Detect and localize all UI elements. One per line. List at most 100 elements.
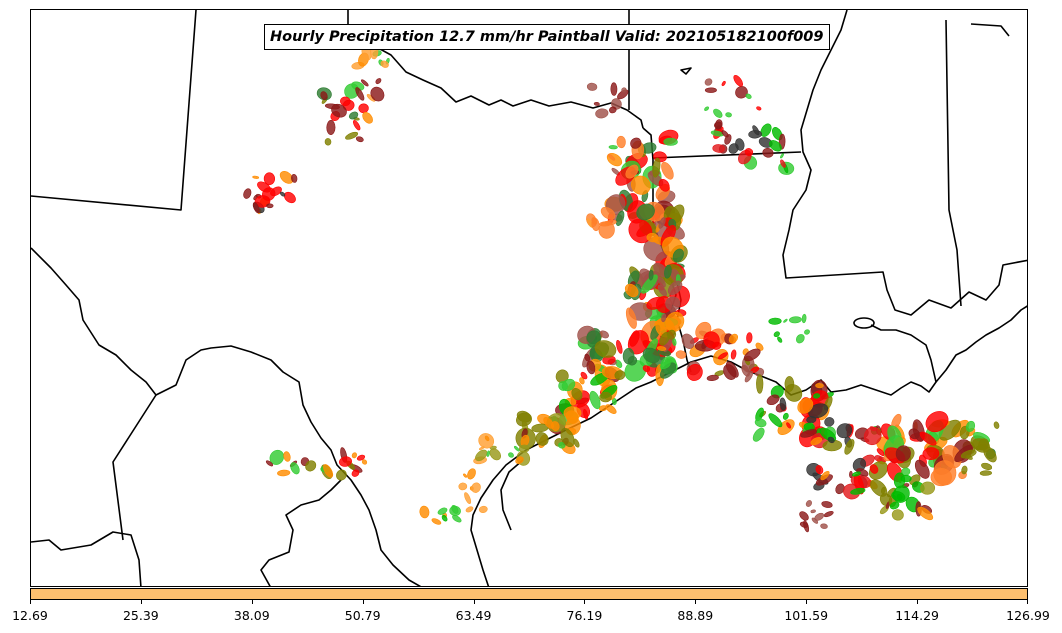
paintball bbox=[513, 445, 520, 452]
paintball bbox=[889, 501, 900, 510]
paintball bbox=[752, 125, 760, 136]
paintball bbox=[797, 398, 814, 414]
paintball bbox=[773, 331, 780, 338]
paintball bbox=[917, 506, 934, 521]
paintball bbox=[291, 174, 298, 183]
paintball bbox=[895, 445, 911, 462]
paintball bbox=[617, 89, 629, 100]
paintball bbox=[277, 469, 291, 477]
barrier-island bbox=[500, 459, 524, 531]
paintball bbox=[803, 520, 810, 533]
paintball bbox=[704, 78, 713, 86]
paintball bbox=[657, 284, 667, 297]
paintball bbox=[262, 187, 276, 201]
paintball bbox=[672, 248, 684, 263]
coastline-delta bbox=[935, 305, 1027, 383]
paintball bbox=[571, 388, 583, 401]
paintball bbox=[380, 60, 389, 68]
paintball bbox=[706, 374, 719, 381]
paintball bbox=[766, 394, 780, 406]
paintball bbox=[600, 206, 616, 220]
paintball bbox=[782, 412, 789, 420]
paintball bbox=[850, 487, 866, 495]
paintball bbox=[595, 108, 609, 119]
paintball bbox=[704, 106, 710, 111]
paintball bbox=[681, 333, 695, 349]
paintball bbox=[744, 148, 754, 157]
paintball bbox=[849, 470, 853, 479]
paintball bbox=[615, 359, 623, 368]
border-rio-grande bbox=[31, 247, 422, 586]
paintball bbox=[629, 330, 640, 347]
paintball bbox=[636, 203, 655, 221]
paintball bbox=[820, 523, 828, 529]
colorbar bbox=[30, 588, 1028, 600]
paintball bbox=[768, 317, 782, 325]
paintball bbox=[675, 350, 687, 359]
paintball bbox=[616, 135, 626, 149]
paintball bbox=[769, 140, 782, 152]
lake-mark-1 bbox=[680, 67, 692, 75]
paintball bbox=[283, 451, 291, 462]
colorbar-tick bbox=[695, 600, 697, 604]
paintball bbox=[419, 505, 430, 519]
paintball bbox=[804, 329, 810, 335]
paintball bbox=[713, 108, 723, 118]
paintball bbox=[823, 511, 834, 518]
paintball bbox=[616, 340, 623, 354]
paintball bbox=[712, 341, 722, 350]
paintball bbox=[712, 144, 726, 153]
paintball bbox=[515, 456, 524, 464]
paintball bbox=[356, 454, 366, 461]
paintball bbox=[813, 393, 821, 399]
paintball bbox=[648, 269, 654, 281]
paintball bbox=[624, 283, 639, 298]
paintball bbox=[252, 175, 260, 179]
paintball bbox=[801, 313, 807, 324]
paintball bbox=[808, 403, 829, 419]
paintball bbox=[762, 147, 774, 158]
paintball bbox=[591, 217, 598, 225]
paintball bbox=[471, 482, 481, 493]
colorbar-tick bbox=[473, 600, 475, 604]
paintball bbox=[815, 383, 824, 389]
paintball bbox=[560, 427, 575, 448]
paintball bbox=[305, 460, 317, 472]
colorbar-tick-label: 126.99 bbox=[1006, 608, 1050, 623]
paintball bbox=[891, 509, 904, 521]
paintball bbox=[733, 74, 743, 87]
paintball bbox=[728, 333, 739, 344]
paintball bbox=[824, 417, 835, 427]
paintball bbox=[625, 164, 639, 179]
paintball bbox=[579, 377, 585, 385]
border-tx-ok bbox=[347, 10, 644, 129]
colorbar-tick-label: 63.49 bbox=[455, 608, 492, 623]
paintball bbox=[914, 459, 930, 479]
paintball bbox=[900, 474, 912, 483]
paintball bbox=[266, 203, 274, 209]
paintball bbox=[721, 80, 726, 87]
paintball bbox=[930, 468, 952, 487]
paintball bbox=[789, 316, 802, 324]
paintball bbox=[783, 318, 788, 323]
paintball bbox=[589, 390, 601, 410]
paintball bbox=[661, 313, 667, 323]
paintball bbox=[768, 413, 783, 428]
paintball bbox=[340, 96, 351, 107]
paintball bbox=[786, 422, 792, 429]
paintball bbox=[252, 202, 260, 214]
paintball bbox=[777, 336, 783, 343]
paintball bbox=[820, 470, 830, 481]
border-mississippi bbox=[782, 10, 1027, 316]
paintball bbox=[478, 505, 488, 513]
colorbar-tick bbox=[806, 600, 808, 604]
map-title: Hourly Precipitation 12.7 mm/hr Paintbal… bbox=[264, 24, 830, 50]
paintball bbox=[869, 464, 879, 474]
paintball bbox=[652, 157, 661, 178]
paintball bbox=[891, 491, 906, 502]
colorbar-tick bbox=[1027, 600, 1028, 604]
paintball bbox=[463, 473, 468, 478]
paintball bbox=[610, 82, 618, 96]
paintball bbox=[323, 464, 334, 478]
paintball bbox=[599, 221, 612, 227]
